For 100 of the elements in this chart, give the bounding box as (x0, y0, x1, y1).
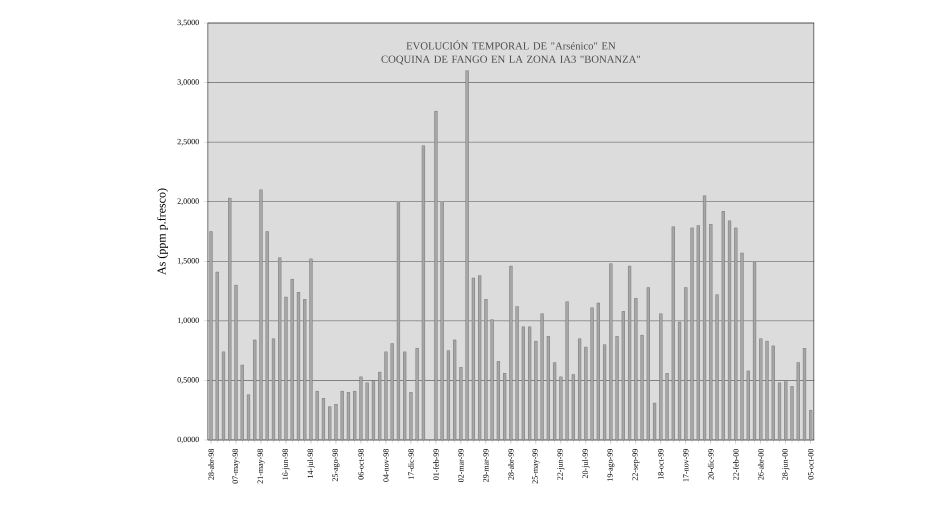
bar (596, 302, 600, 440)
x-tick-label: 29-mar-99 (483, 449, 489, 482)
bar (615, 336, 619, 440)
bar (328, 406, 332, 440)
bar (734, 228, 738, 440)
bar (378, 372, 382, 440)
bar (559, 376, 562, 440)
bar (216, 272, 219, 440)
bar (422, 146, 426, 440)
bar (553, 362, 556, 440)
x-tick-label: 18-oct-99 (658, 449, 664, 480)
x-tick-label: 28-abr-98 (208, 449, 214, 480)
x-tick-label: 07-may-98 (232, 449, 240, 484)
x-tick-label: 14-jul-98 (307, 449, 315, 478)
bar (709, 224, 712, 440)
bar (728, 220, 732, 440)
bar (566, 302, 569, 440)
bar (496, 361, 500, 440)
bar (609, 263, 612, 440)
text: EVOLUCIÓN TEMPORAL DE "Arsénico" EN COQUINA DE FANGO EN LA ZONA IA3 "BONANZA" (381, 40, 640, 64)
bar (253, 340, 256, 440)
x-tick-label: 22-jun-99 (557, 449, 564, 480)
bar (372, 380, 376, 440)
x-tick-label: 17-dic-98 (408, 449, 414, 480)
bar (672, 226, 675, 440)
bar (622, 311, 625, 440)
bar (290, 278, 294, 440)
bar (778, 382, 782, 440)
x-tick-label: 22-feb-00 (732, 449, 739, 480)
x-tick-label: 22-sep-99 (632, 449, 640, 480)
x-tick-label: 17-nov-99 (683, 449, 688, 482)
bar (696, 225, 700, 440)
bar (746, 370, 750, 440)
bar (509, 266, 512, 440)
y-tick-label: 0,5000 (177, 377, 199, 384)
bar (809, 410, 812, 440)
bar (416, 348, 419, 440)
bar (659, 314, 662, 440)
bar (802, 348, 806, 440)
bar (528, 326, 532, 440)
bar (722, 211, 725, 440)
bar (640, 334, 644, 440)
bar (346, 392, 350, 440)
bar (359, 376, 363, 440)
bar (634, 298, 638, 440)
bar (209, 231, 213, 440)
bar (602, 344, 606, 440)
y-tick-label: 1,0000 (178, 318, 199, 324)
bar (322, 398, 326, 440)
bar (516, 306, 519, 440)
bar (309, 258, 313, 440)
bar (484, 299, 488, 440)
bar (459, 367, 463, 440)
bar (740, 252, 744, 440)
bar (403, 352, 406, 440)
bar (353, 390, 356, 440)
x-tick-label: 16-jun-98 (282, 449, 290, 480)
bar (246, 394, 250, 440)
x-tick-label: 28-abr-99 (508, 449, 514, 480)
bar (234, 284, 238, 440)
bar (646, 287, 650, 440)
bar (546, 336, 550, 440)
bar (759, 338, 762, 440)
bar (303, 299, 306, 440)
bar (715, 294, 719, 440)
bar (572, 374, 575, 440)
bar (446, 350, 450, 440)
bar (702, 196, 706, 440)
x-tick-label: 26-abr-00 (758, 449, 764, 480)
bar (765, 340, 769, 440)
bar (296, 292, 300, 440)
bar (240, 364, 244, 440)
y-tick-label: 2,5000 (178, 138, 199, 146)
bar (584, 346, 588, 440)
bar (384, 352, 388, 440)
y-tick-label: 3,5000 (178, 20, 199, 26)
bar (796, 362, 800, 440)
bar (772, 346, 775, 440)
y-tick-label: 3,0000 (178, 79, 199, 86)
bar (628, 266, 632, 440)
x-tick-label: 28-jun-00 (782, 449, 790, 480)
bar (534, 340, 538, 440)
bar (784, 381, 788, 440)
bar (316, 390, 319, 440)
bar (522, 326, 525, 440)
bar (503, 373, 506, 440)
bar (466, 70, 469, 440)
bar (259, 190, 263, 440)
bar (690, 228, 694, 440)
bar (652, 402, 656, 440)
y-tick-label: 1,5000 (178, 258, 199, 265)
x-tick-label: 19-ago-99 (607, 449, 614, 481)
bar (334, 404, 338, 440)
bar (366, 382, 369, 440)
bar (340, 390, 344, 440)
x-tick-label: 01-feb-99 (433, 449, 439, 480)
bar (752, 262, 756, 440)
x-tick-label: 25-may-99 (532, 449, 540, 484)
bar (434, 110, 438, 440)
bar (409, 392, 413, 440)
